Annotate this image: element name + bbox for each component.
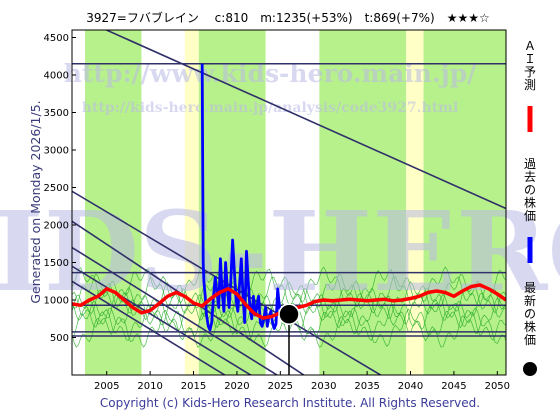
trend-line (104, 30, 506, 210)
x-tick-label: 2040 (398, 381, 423, 392)
legend-label-char: 価 (524, 209, 536, 223)
generated-date: Generated on Monday 2026/1/5. (28, 100, 43, 303)
y-tick-label: 4500 (44, 33, 69, 44)
x-tick-label: 2020 (224, 381, 249, 392)
x-tick-label: 2010 (137, 381, 162, 392)
legend-label-char: 最 (524, 281, 536, 295)
trend-line (72, 190, 383, 375)
y-tick-label: 1500 (44, 258, 69, 269)
legend-label-char: 株 (524, 195, 536, 210)
y-tick-label: 2000 (44, 221, 69, 232)
green-band (319, 30, 407, 375)
series-line (200, 63, 291, 332)
legend-label-char: 価 (524, 333, 536, 347)
yellow-band (184, 30, 199, 375)
y-tick-label: 4000 (44, 71, 69, 82)
chart-title: 3927=フバブレイン c:810 m:1235(+53%) t:869(+7%… (86, 10, 489, 25)
copyright: Copyright (c) Kids-Hero Research Institu… (100, 396, 480, 410)
trend-line (72, 246, 279, 375)
watermark-url-2: http://kids-hero.main.jp/analysis/code39… (82, 100, 459, 116)
ensemble-line (72, 273, 506, 315)
y-tick-label: 500 (50, 333, 69, 344)
y-tick-label: 2500 (44, 183, 69, 194)
y-axis: 500 1000 1500 2000 2500 3000 3500 4000 4500 (44, 33, 76, 344)
y-tick-label: 3000 (44, 146, 69, 157)
legend-marker (523, 362, 537, 376)
current-point-marker (278, 303, 300, 325)
legend-label-char: の (524, 183, 536, 197)
x-tick-label: 2030 (311, 381, 336, 392)
legend-label-char: 株 (524, 319, 536, 334)
ensemble-line (72, 280, 506, 322)
y-tick-label: 1000 (44, 296, 69, 307)
legend-label-char: 過 (524, 157, 536, 171)
x-tick-label: 2015 (181, 381, 206, 392)
x-tick-label: 2050 (485, 381, 510, 392)
yellow-band (406, 30, 424, 375)
x-axis: 2005 2010 2015 2020 2025 2030 2035 2040 2045 2050 (94, 371, 510, 392)
legend-label-char: 去 (524, 170, 536, 184)
legend-label-char: 予 (524, 65, 536, 79)
y-tick-label: 3500 (44, 108, 69, 119)
current-point-layer (278, 303, 300, 375)
legend-label-char: 測 (524, 78, 536, 92)
legend-label-char: Ｉ (524, 52, 536, 66)
legend-label-char: 新 (524, 293, 536, 308)
legend-label-char: Ａ (524, 39, 536, 53)
legend-label-char: の (524, 307, 536, 321)
green-band (198, 30, 266, 375)
x-tick-label: 2035 (354, 381, 379, 392)
trend-line-layer (72, 30, 506, 375)
x-tick-label: 2025 (268, 381, 293, 392)
x-tick-label: 2005 (94, 381, 119, 392)
trend-line (72, 265, 253, 375)
watermark-big: KIDS-HERO (0, 187, 560, 316)
x-tick-label: 2045 (441, 381, 466, 392)
plot-frame (71, 29, 507, 376)
trend-line (72, 280, 227, 375)
